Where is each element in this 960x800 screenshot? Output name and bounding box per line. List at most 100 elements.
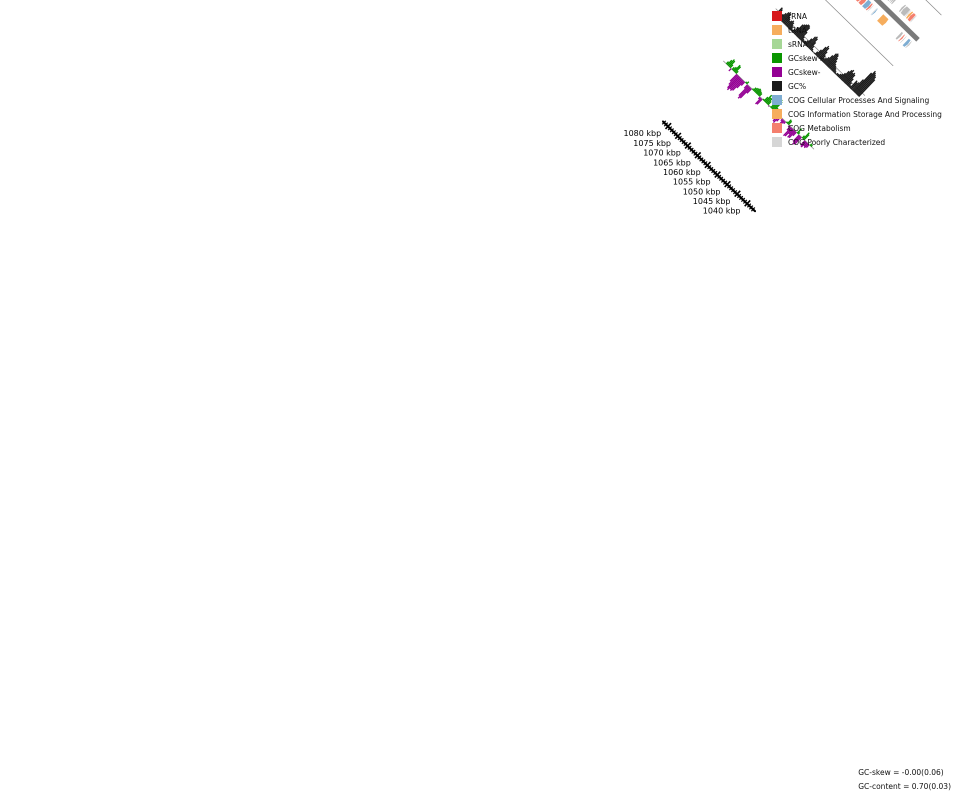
gc-skew-negative-bar [746,88,752,94]
minor-tick [718,176,724,181]
gc-skew-negative-bar [803,143,809,149]
gene-feature-arrow [858,0,867,6]
gc-content-bar [786,20,793,27]
gc-content-bar [801,38,805,42]
gc-skew-positive-bar [731,66,735,71]
gc-skew-positive-bar [725,61,729,65]
gc-skew-negative-bar [800,140,806,146]
gc-skew-negative-bar [739,87,751,99]
legend-label: GCskew- [788,67,821,77]
gc-skew-positive-bar [727,59,735,67]
gc-content-bar [835,72,839,76]
gc-skew-negative-bar [727,75,740,89]
gc-content-bar [806,36,818,48]
gc-skew-negative-bar [730,78,743,91]
gc-skew-positive-bar [797,132,801,135]
gc-skew-negative-bar [784,128,793,137]
ruler-dot [662,120,664,123]
minor-tick [669,128,675,133]
tick-label: 1075 kbp [633,139,671,148]
gc-skew-positive-bar [735,70,739,74]
gc-content-bar [828,57,839,69]
gc-content-bar [822,57,827,63]
legend-swatch [772,81,782,91]
gc-content-bar [798,27,811,40]
minor-tick [673,131,678,137]
minor-tick [693,151,698,156]
major-tick [734,190,741,198]
minor-tick [703,161,708,166]
legend-label: COG Information Storage And Processing [788,109,942,119]
gc-content-bar [853,72,873,93]
gc-skew-negative-bar [736,80,745,89]
gc-content-bar [816,46,827,57]
gc-content-bar [850,82,858,90]
gc-skew-negative-bar [792,135,801,145]
minor-tick [748,205,754,210]
tick-label: 1050 kbp [683,187,721,196]
gene-feature-arrow [867,4,874,12]
gc-content-bar [818,47,830,59]
gc-content-bar [815,49,822,56]
gene-feature-arrow [887,0,890,1]
gc-content-bar [780,12,790,22]
minor-tick [742,199,748,204]
minor-tick [677,135,682,141]
gene-feature-arrow [902,38,911,47]
major-tick [704,161,711,169]
legend-label: GC% [788,81,807,91]
legend-label: COG Metabolism [788,123,851,133]
legend-swatch [772,123,782,133]
gc-content-bar [825,53,837,66]
gc-skew-positive-bar [766,97,774,105]
minor-tick [736,193,742,199]
gc-skew-positive-bar [756,90,762,95]
gene-feature-arrow [899,4,906,12]
ring-line-inner [825,0,894,67]
legend-item: GCskew+ [772,51,942,65]
minor-tick [720,178,726,183]
gc-content-bar [786,20,795,28]
gc-content-bar [858,79,876,97]
tick-label: 1080 kbp [623,129,661,138]
legend-label: COG Poorly Characterized [788,137,886,147]
backbone-line [873,0,920,42]
gene-feature-arrow [904,10,912,18]
gc-skew-negative-bar [788,130,796,139]
gc-skew-negative-bar [781,120,785,124]
gc-content-bar [787,22,795,29]
gc-skew-negative-bar [743,84,748,89]
gene-feature-arrow [900,6,911,17]
minor-tick [711,168,716,174]
major-tick [724,180,731,188]
gc-content-bar [811,50,814,53]
gene-feature-arrow [871,8,878,16]
gc-skew-positive-bar [758,93,763,97]
gc-content-bar [844,72,856,84]
minor-tick [717,174,722,180]
gc-skew-positive-bar [729,64,734,69]
tick-label: 1065 kbp [653,158,691,167]
major-tick [684,142,692,149]
gene-feature-arrow [855,0,861,2]
gc-skew-positive-bar [754,88,760,93]
gc-skew-negative-bar [787,129,795,138]
gc-skew-positive-bar [764,94,773,103]
gene-feature-arrow [898,34,905,42]
minor-tick [732,189,738,195]
legend-item: GC% [772,79,942,93]
gc-skew-negative-bar [740,81,746,86]
minor-tick [726,184,732,189]
gc-skew-track [725,59,813,149]
gc-skew-negative-bar [728,68,732,72]
gc-content-bar [806,36,816,47]
legend-swatch [772,11,782,21]
gc-skew-positive-bar [733,64,741,72]
legend-swatch [772,137,782,147]
major-tick [674,132,682,140]
major-tick [744,199,751,207]
legend-item: COG Cellular Processes And Signaling [772,93,942,107]
minor-tick [722,180,728,185]
minor-tick [730,187,736,193]
gc-content-bar [812,51,814,54]
